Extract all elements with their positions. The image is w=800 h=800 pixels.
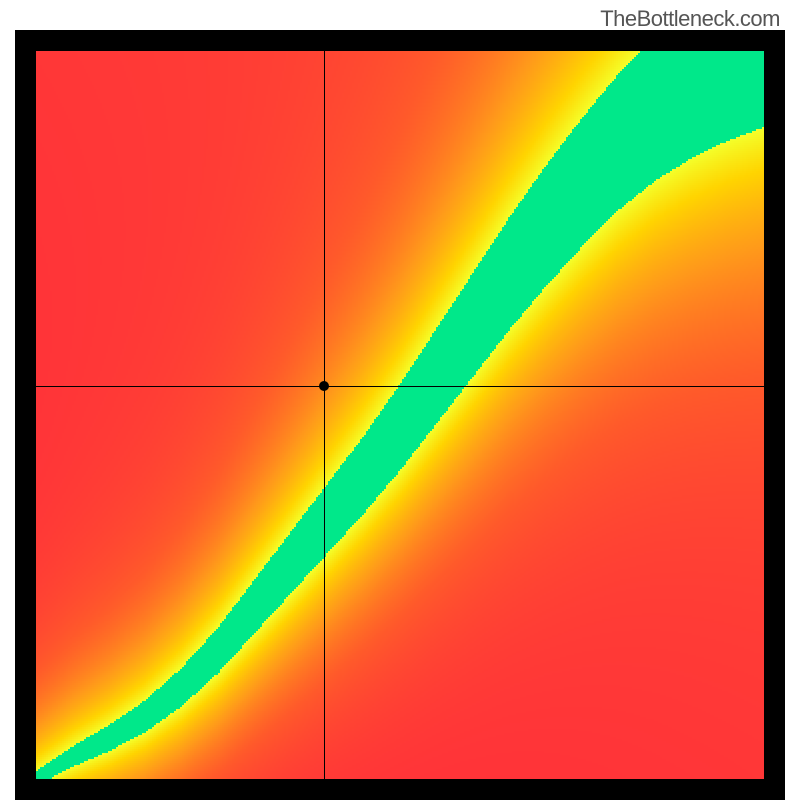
chart-frame bbox=[15, 30, 785, 800]
marker-dot bbox=[319, 381, 329, 391]
chart-container: TheBottleneck.com bbox=[0, 0, 800, 800]
crosshair-horizontal bbox=[36, 386, 764, 387]
crosshair-vertical bbox=[324, 51, 325, 779]
watermark-text: TheBottleneck.com bbox=[600, 6, 780, 32]
plot-area bbox=[36, 51, 764, 779]
heatmap-canvas bbox=[36, 51, 764, 779]
